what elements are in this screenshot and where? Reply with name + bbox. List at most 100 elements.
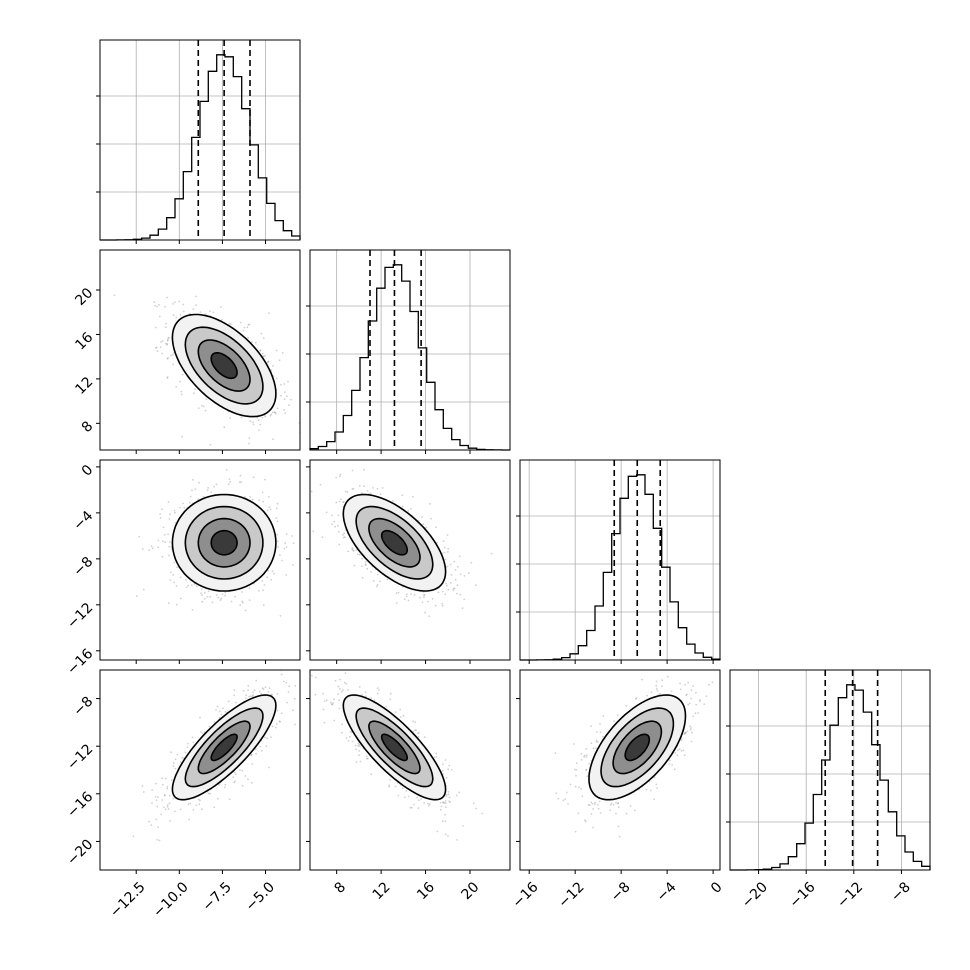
sample-point <box>173 509 176 512</box>
sample-point <box>224 783 227 786</box>
sample-point <box>287 691 290 693</box>
sample-point <box>239 474 242 477</box>
sample-point <box>246 326 249 329</box>
sample-point <box>264 736 266 739</box>
sample-point <box>353 564 356 567</box>
sample-point <box>262 604 265 607</box>
sample-point <box>615 801 617 804</box>
panel-contents <box>132 670 297 842</box>
sample-point <box>164 541 166 544</box>
sample-point <box>260 692 263 695</box>
density-fill-0 <box>211 734 238 761</box>
sample-point <box>271 411 274 414</box>
sample-point <box>215 594 218 596</box>
y-tick-label: −20 <box>64 836 96 868</box>
sample-point <box>372 487 374 489</box>
sample-point <box>333 719 336 722</box>
sample-point <box>399 708 402 711</box>
panel-frame <box>99 39 301 241</box>
sample-point <box>286 395 288 398</box>
sample-point <box>692 715 694 718</box>
x-tick-label: −8 <box>608 879 634 905</box>
sample-point <box>697 712 700 714</box>
sample-point <box>444 806 447 809</box>
sample-point <box>200 404 203 407</box>
sample-point <box>163 806 165 809</box>
sample-point <box>161 508 164 511</box>
sample-point <box>562 799 565 802</box>
sample-point <box>617 825 620 828</box>
sample-point <box>247 778 249 781</box>
sample-point <box>668 763 670 765</box>
sample-point <box>220 319 223 321</box>
sample-point <box>202 495 205 498</box>
sample-point <box>381 487 384 489</box>
sample-point <box>228 322 231 325</box>
sample-point <box>167 533 170 536</box>
sample-point <box>164 305 166 308</box>
sample-point <box>453 587 456 590</box>
sample-point <box>203 731 206 733</box>
sample-point <box>305 379 307 381</box>
sample-point <box>264 686 267 688</box>
sample-point <box>339 688 341 690</box>
sample-point <box>417 807 420 809</box>
sample-point <box>425 526 428 529</box>
sample-point <box>442 801 445 804</box>
sample-point <box>238 481 241 483</box>
sample-point <box>415 729 417 732</box>
x-tick-label: 0 <box>708 879 726 897</box>
sample-point <box>234 780 236 783</box>
sample-point <box>165 342 167 345</box>
sample-point <box>266 361 269 364</box>
sample-point <box>339 678 341 681</box>
sample-point <box>228 478 231 480</box>
density-fill-0 <box>211 352 238 379</box>
sample-point <box>342 501 344 503</box>
sample-point <box>685 694 688 697</box>
sample-point <box>173 581 176 584</box>
sample-point <box>271 693 274 696</box>
sample-point <box>289 398 292 401</box>
sample-point <box>156 805 159 808</box>
sample-point <box>450 574 453 576</box>
sample-point <box>202 405 205 408</box>
sample-point <box>279 614 282 617</box>
sample-point <box>294 723 296 726</box>
sample-point <box>421 601 424 604</box>
sample-point <box>174 521 177 524</box>
sample-point <box>461 607 464 610</box>
sample-point <box>267 361 270 363</box>
sample-point <box>694 712 697 714</box>
sample-point <box>242 329 245 332</box>
sample-point <box>588 762 591 765</box>
sample-point <box>449 582 452 584</box>
sample-point <box>215 709 217 711</box>
sample-point <box>445 795 448 797</box>
sample-point <box>370 571 372 573</box>
y-tick-label: 20 <box>72 285 96 309</box>
sample-point <box>656 689 659 692</box>
sample-point <box>167 338 169 341</box>
sample-point <box>166 339 169 342</box>
x-tick-label: −8 <box>888 879 914 905</box>
sample-point <box>655 687 658 690</box>
contour-line-1 <box>612 720 663 775</box>
sample-point <box>583 754 586 757</box>
sample-point <box>369 492 372 494</box>
sample-point <box>428 615 431 617</box>
sample-point <box>650 691 653 693</box>
sample-point <box>448 764 451 767</box>
sample-point <box>420 798 422 800</box>
sample-point <box>439 801 442 804</box>
sample-point <box>357 553 359 556</box>
sample-point <box>670 664 672 666</box>
sample-point <box>386 578 389 581</box>
sample-point <box>352 549 354 552</box>
sample-point <box>266 509 269 512</box>
sample-point <box>708 683 710 686</box>
sample-point <box>421 516 423 518</box>
sample-point <box>405 789 408 792</box>
sample-point <box>349 731 352 733</box>
contour-line-3 <box>171 313 277 418</box>
